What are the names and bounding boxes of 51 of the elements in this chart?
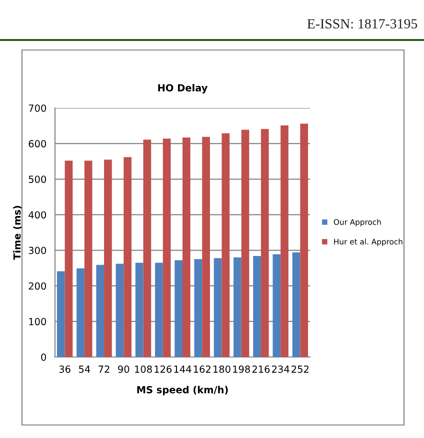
bar bbox=[292, 252, 300, 357]
y-tick-label: 300 bbox=[28, 246, 46, 254]
bar bbox=[64, 160, 73, 357]
x-tick-label: 180 bbox=[214, 366, 230, 373]
bar bbox=[124, 157, 132, 357]
y-axis-title: Time (ms) bbox=[13, 206, 22, 260]
x-axis-title: MS speed (km/h) bbox=[137, 386, 228, 396]
bar bbox=[116, 264, 124, 357]
bar bbox=[202, 136, 210, 357]
x-tick-label: 252 bbox=[292, 366, 308, 373]
x-tick-label: 72 bbox=[98, 366, 110, 373]
bar bbox=[84, 160, 92, 357]
chart-title: HO Delay bbox=[158, 84, 208, 94]
bar bbox=[56, 271, 65, 357]
y-tick-label: 0 bbox=[41, 353, 46, 361]
bar bbox=[135, 262, 144, 357]
text: E-ISSN: 1817-3195 bbox=[307, 19, 418, 29]
bar bbox=[143, 140, 152, 357]
bar bbox=[300, 124, 308, 357]
x-tick-label: 126 bbox=[154, 366, 172, 373]
y-tick-label: 700 bbox=[28, 104, 46, 112]
x-tick-label: 234 bbox=[272, 366, 290, 373]
bar bbox=[182, 138, 190, 357]
x-tick-label: 90 bbox=[118, 366, 130, 373]
bar bbox=[194, 259, 202, 357]
y-tick-label: 500 bbox=[28, 176, 46, 183]
bar bbox=[104, 160, 112, 357]
x-tick-label: 144 bbox=[174, 366, 192, 373]
y-tick-label: 200 bbox=[28, 282, 46, 290]
y-tick-label: 600 bbox=[28, 140, 46, 148]
bar bbox=[214, 258, 222, 357]
bar bbox=[222, 133, 230, 357]
x-tick-label: 36 bbox=[59, 366, 70, 373]
bar bbox=[162, 138, 171, 357]
bar bbox=[241, 130, 250, 357]
x-tick-label: 108 bbox=[135, 366, 152, 373]
y-tick-label: 400 bbox=[28, 211, 46, 219]
x-tick-label: 162 bbox=[194, 366, 210, 373]
y-tick-label: 100 bbox=[29, 318, 46, 326]
bar bbox=[155, 262, 163, 357]
bar bbox=[280, 125, 288, 357]
bar bbox=[260, 128, 269, 357]
x-tick-label: 198 bbox=[233, 366, 250, 373]
x-tick-label: 216 bbox=[252, 366, 270, 373]
x-tick-label: 54 bbox=[78, 366, 90, 373]
bar bbox=[174, 260, 182, 357]
bar bbox=[76, 268, 84, 357]
bar bbox=[234, 257, 242, 357]
bar bbox=[96, 264, 104, 357]
bar bbox=[253, 256, 261, 357]
bar bbox=[272, 254, 281, 357]
